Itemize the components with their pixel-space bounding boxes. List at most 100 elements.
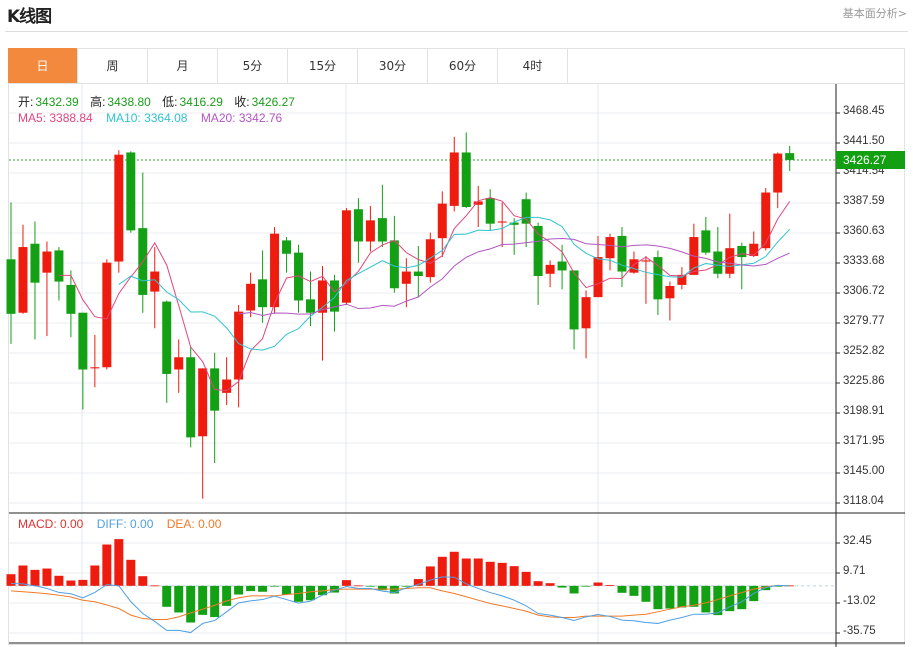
macd-bar [389,585,399,594]
candle-body [569,270,579,330]
candle-body [353,209,363,242]
price-tick-label: 3306.72 [843,285,885,297]
tab-day[interactable]: 日 [8,48,78,83]
price-tick-label: 3387.59 [843,194,885,207]
candle-body [341,210,351,303]
macd-bar [713,585,723,616]
tab-60min[interactable]: 60分 [428,48,498,83]
macd-bar [126,559,136,586]
macd-bar [377,585,387,591]
macd-bar [485,561,495,586]
candle-body [665,286,675,299]
price-tick-label: 3252.82 [843,344,885,357]
candle-body [222,379,232,393]
macd-bar [689,585,699,607]
candle-body [725,248,735,274]
macd-bar [341,580,351,586]
macd-tick-label: -13.02 [843,595,876,607]
price-tick-label: 3279.77 [843,314,885,327]
macd-bar [174,585,184,613]
macd-bar [306,585,315,601]
candle-body [66,284,76,314]
macd-bar [150,585,160,587]
ma10-value: MA10: 3364.08 [106,111,188,125]
candle-body [473,201,483,205]
macd-tick-label: 9.71 [843,565,866,577]
macd-bar [773,585,783,587]
high-label: 高: [90,95,106,109]
candle-body [258,279,268,308]
macd-bar [186,585,196,623]
candle-body [605,237,615,259]
candle-body [389,240,399,289]
candle-body [737,245,747,258]
candle-body [773,153,783,193]
candle-body [18,247,28,313]
macd-value: MACD: 0.00 [18,517,84,531]
period-tabs: 日 周 月 5分 15分 30分 60分 4时 [8,48,905,84]
candle-body [198,368,208,437]
low-label: 低: [162,95,178,109]
tab-30min[interactable]: 30分 [358,48,428,83]
candle-body [102,262,112,368]
macd-tick-label: -35.75 [843,625,876,637]
header-divider [5,31,908,32]
macd-bar [521,571,531,586]
macd-bar [629,585,639,596]
tab-week[interactable]: 周 [78,48,148,83]
price-tick-label: 3171.95 [843,434,885,447]
candle-body [701,230,711,253]
candle-body [449,152,459,206]
diff-line [10,576,790,634]
macd-bar [557,585,567,588]
macd-bar [509,566,519,586]
price-tick-label: 3468.45 [843,105,885,117]
macd-bar [725,585,735,612]
candle-body [437,203,447,239]
tab-month[interactable]: 月 [148,48,218,83]
candle-body [162,301,172,374]
current-price-badge: 3426.27 [836,151,905,169]
ma20-value: MA20: 3342.76 [200,111,283,125]
macd-bar [497,562,507,586]
macd-bar [449,551,459,586]
candle-body [365,220,375,242]
macd-bar [353,585,363,587]
macd-bar [569,585,579,594]
macd-bar [282,585,292,595]
macd-bar [737,585,747,610]
macd-bar [425,566,435,586]
macd-bar [270,585,280,587]
fundamental-analysis-link[interactable]: 基本面分析> [842,7,907,20]
macd-bar [42,568,52,586]
candle-body [581,297,591,329]
macd-bar [78,579,88,586]
macd-bar [533,581,543,586]
candle-body [174,357,184,370]
tab-4hour[interactable]: 4时 [498,48,568,83]
tab-5min[interactable]: 5分 [218,48,288,83]
candle-body [461,152,471,207]
macd-bar [138,576,148,586]
candle-body [317,280,327,313]
ma5-value: MA5: 3388.84 [18,111,93,125]
candle-body [713,251,723,274]
candle-body [785,153,795,160]
macd-bar [198,585,208,615]
macd-bar [114,539,124,586]
macd-bar [54,575,64,586]
candle-body [6,259,16,314]
macd-bar [401,585,411,587]
macd-bar [437,556,447,586]
price-tick-label: 3225.86 [843,374,885,387]
candle-body [54,250,64,282]
macd-bar [66,580,76,586]
macd-bar [593,582,603,586]
high-value: 3438.80 [107,95,151,109]
macd-bar [234,585,244,595]
macd-tick-label: 32.45 [843,535,872,547]
macd-bar [677,585,687,608]
candle-body [545,264,555,274]
tab-15min[interactable]: 15分 [288,48,358,83]
